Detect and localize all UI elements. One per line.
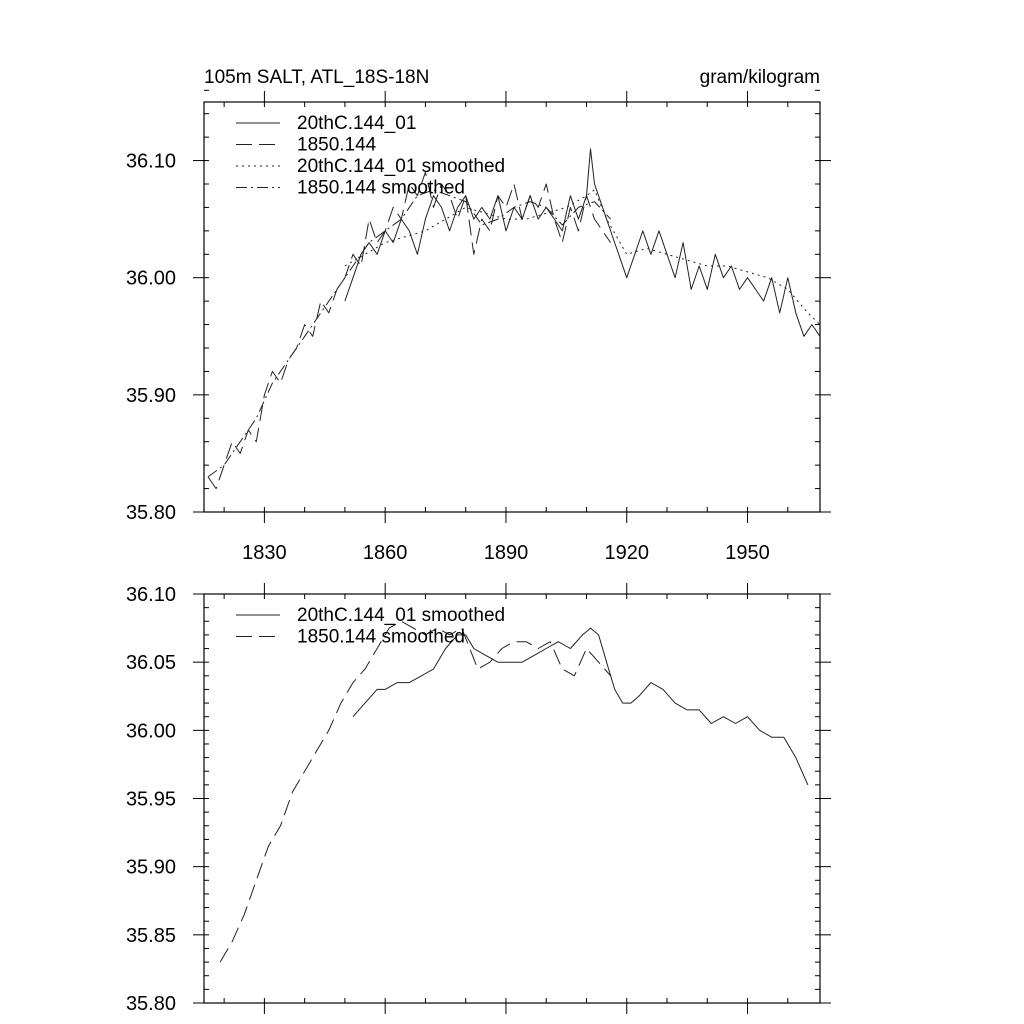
bottom-plot-frame	[203, 593, 821, 1004]
y-tick-label: 35.90	[126, 385, 176, 407]
series-line-3	[207, 189, 611, 478]
top-chart-units: gram/kilogram	[700, 67, 820, 88]
y-tick-label: 35.80	[126, 502, 176, 524]
top-series-lines	[207, 148, 821, 490]
legend-label-0: 20thC.144_01	[297, 113, 416, 134]
series-line-0	[352, 627, 809, 786]
y-tick-label: 35.90	[126, 857, 176, 879]
legend-label-1: 1850.144 smoothed	[297, 627, 465, 648]
series-line-2	[344, 189, 821, 325]
x-tick-label: 1830	[242, 542, 287, 564]
y-tick-label: 36.00	[126, 268, 176, 290]
series-line-0	[344, 148, 821, 337]
x-tick-label: 1860	[363, 542, 408, 564]
bottom-tick-labels: 35.80 35.85 35.90 35.95 36.00 36.05 36.10	[126, 584, 176, 1015]
series-line-1	[207, 171, 612, 490]
legend-label-0: 20thC.144_01 smoothed	[297, 605, 505, 626]
top-panel: 105m SALT, ATL_18S-18N gram/kilogram 183…	[126, 67, 831, 564]
bottom-axis-ticks	[193, 583, 831, 1014]
y-tick-label: 36.10	[126, 151, 176, 173]
top-plot-frame	[203, 101, 821, 513]
y-tick-label: 35.95	[126, 789, 176, 811]
y-tick-label: 35.80	[126, 993, 176, 1015]
bottom-series-lines	[219, 620, 809, 963]
legend-label-3: 1850.144 smoothed	[297, 178, 465, 199]
top-axis-ticks	[193, 89, 831, 523]
top-tick-labels: 1830 1860 1890 1920 1950 35.80 35.90 36.00 36.10	[126, 151, 770, 564]
series-line-1	[219, 620, 611, 963]
x-tick-label: 1950	[725, 542, 770, 564]
legend-label-1: 1850.144	[297, 135, 377, 156]
y-tick-label: 36.10	[126, 584, 176, 606]
y-tick-label: 36.05	[126, 652, 176, 674]
x-tick-label: 1890	[484, 542, 529, 564]
x-tick-label: 1920	[604, 542, 649, 564]
bottom-panel: 35.80 35.85 35.90 35.95 36.00 36.05 36.10 20th…	[126, 583, 831, 1015]
top-chart-title: 105m SALT, ATL_18S-18N	[204, 67, 429, 88]
legend-label-2: 20thC.144_01 smoothed	[297, 156, 505, 177]
y-tick-label: 35.85	[126, 925, 176, 947]
y-tick-label: 36.00	[126, 720, 176, 742]
